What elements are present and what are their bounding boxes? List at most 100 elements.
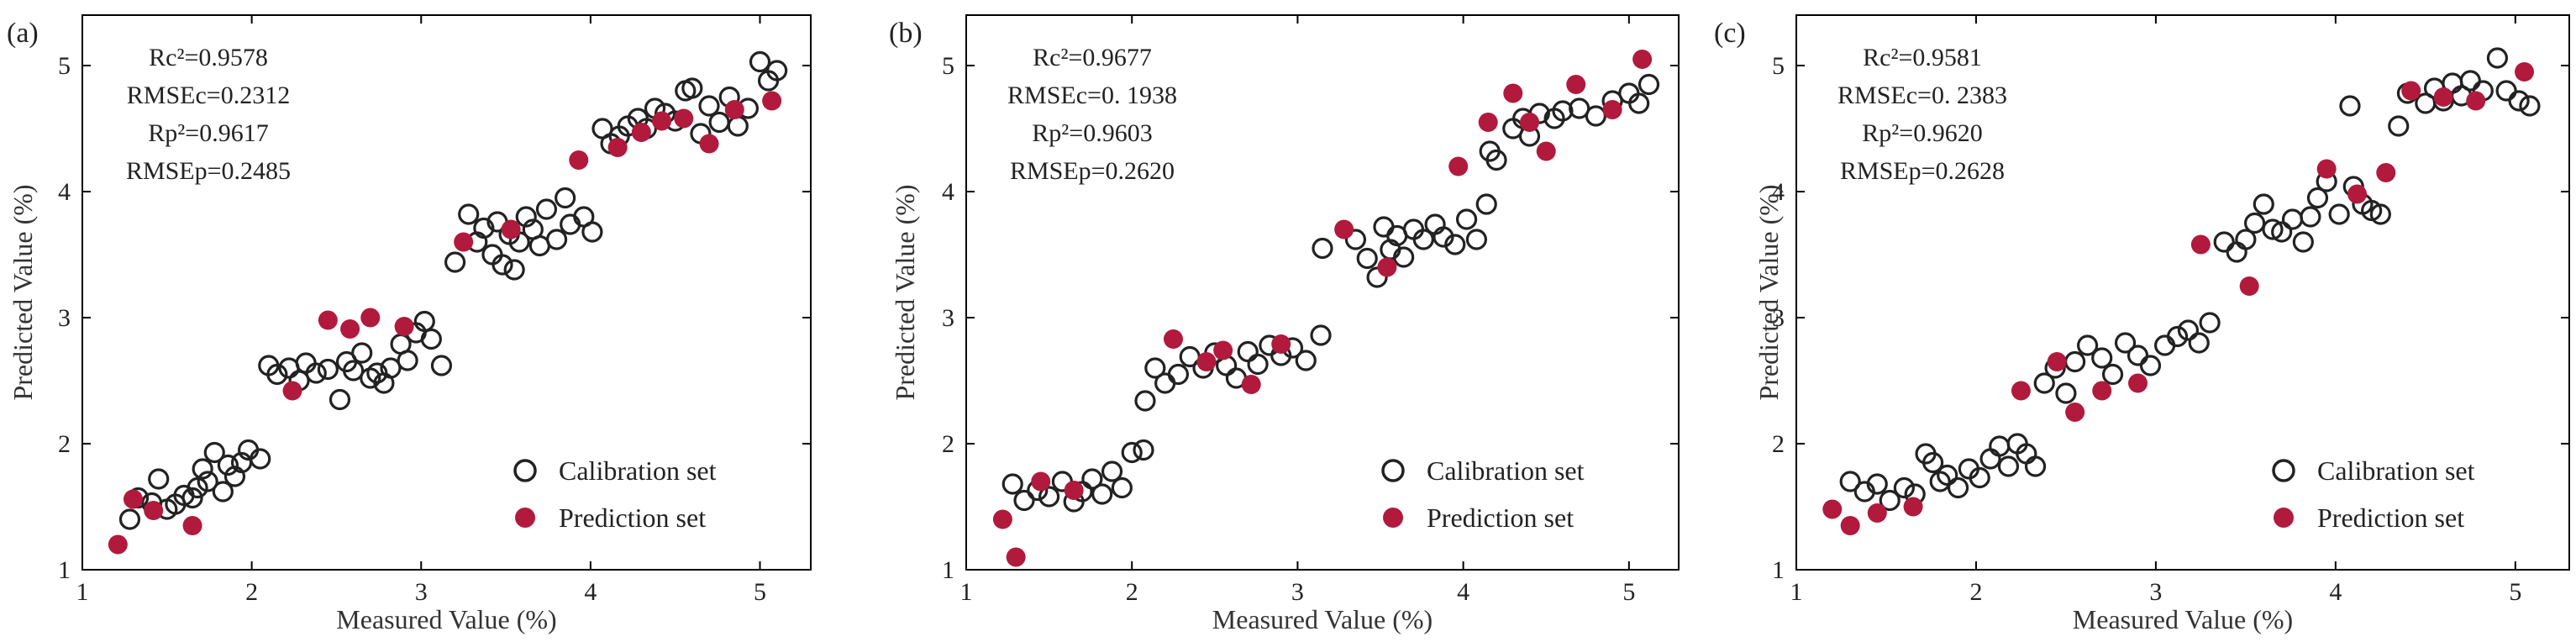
calibration-point xyxy=(1979,448,2001,470)
prediction-point xyxy=(123,489,143,509)
calibration-point xyxy=(2508,90,2530,112)
prediction-point xyxy=(2092,381,2112,401)
prediction-point xyxy=(394,317,414,336)
prediction-point xyxy=(569,150,589,170)
prediction-point xyxy=(282,381,302,401)
calibration-point xyxy=(1922,451,1944,474)
x-tick-label: 3 xyxy=(1291,578,1304,606)
prediction-point xyxy=(182,516,202,535)
calibration-point xyxy=(545,229,568,250)
calibration-point xyxy=(1237,340,1259,363)
calibration-point xyxy=(250,448,271,470)
calibration-point xyxy=(2339,95,2361,117)
calibration-point xyxy=(430,355,453,376)
prediction-point xyxy=(1822,499,1843,519)
stat-annotation: RMSEp=0.2620 xyxy=(1010,157,1175,185)
calibration-point xyxy=(2101,363,2124,386)
stat-annotation: Rc²=0.9578 xyxy=(149,44,268,71)
prediction-point xyxy=(144,501,164,520)
x-tick-label: 1 xyxy=(1790,578,1803,606)
x-tick-label: 4 xyxy=(1457,578,1469,606)
prediction-point xyxy=(1478,113,1498,132)
calibration-point xyxy=(2154,334,2176,356)
prediction-point xyxy=(1241,375,1261,394)
prediction-point xyxy=(2190,234,2211,255)
stat-annotation: Rp²=0.9603 xyxy=(1032,119,1152,147)
calibration-point xyxy=(1001,473,1023,495)
plot-frame xyxy=(965,14,1680,571)
calibration-point xyxy=(698,95,720,117)
x-tick-label: 1 xyxy=(76,578,89,606)
legend-prediction-label: Prediction set xyxy=(559,503,706,533)
panel-a: (a) 1 2 3 4 5 1 2 3 4 5 Measured Value (%) Predicted… xyxy=(7,14,812,634)
calibration-point xyxy=(1585,105,1606,127)
calibration-point xyxy=(2292,231,2314,253)
calibration-point xyxy=(1879,489,1900,512)
legend-prediction-marker xyxy=(515,508,535,528)
prediction-point xyxy=(1520,113,1540,132)
calibration-point xyxy=(2091,347,2113,369)
x-axis-label: Measured Value (%) xyxy=(336,604,556,634)
calibration-point xyxy=(473,217,495,239)
prediction-point xyxy=(2316,159,2337,179)
prediction-point xyxy=(2047,352,2067,371)
calibration-point xyxy=(1101,460,1123,482)
calibration-point xyxy=(1997,455,2020,477)
calibration-point xyxy=(1893,476,1915,499)
calibration-point xyxy=(1465,229,1488,250)
y-tick-label: 4 xyxy=(1772,178,1785,206)
calibration-point xyxy=(1121,441,1143,464)
prediction-point xyxy=(607,138,628,157)
y-tick-label: 5 xyxy=(58,52,71,80)
calibration-point xyxy=(1133,439,1154,461)
y-axis-label: Predicted Value (%) xyxy=(1753,184,1784,400)
calibration-point xyxy=(1356,247,1378,270)
calibration-point xyxy=(1312,237,1333,260)
prediction-point xyxy=(501,219,521,239)
calibration-point xyxy=(481,244,503,266)
stat-annotation: RMSEp=0.2628 xyxy=(1840,157,2005,185)
prediction-point xyxy=(454,232,474,252)
prediction-point xyxy=(1602,100,1622,119)
x-axis-label: Measured Value (%) xyxy=(2073,604,2293,634)
calibration-point xyxy=(1628,92,1650,114)
calibration-point xyxy=(148,468,170,490)
prediction-point xyxy=(1006,547,1026,567)
prediction-point xyxy=(1196,352,1217,371)
panel-b: (b) 1 2 3 4 5 1 2 3 4 5 Measured Value (%) Predicted… xyxy=(889,14,1680,634)
calibration-point xyxy=(2177,319,2200,341)
calibration-point xyxy=(681,77,703,99)
calibration-point xyxy=(413,310,435,333)
prediction-point xyxy=(1164,329,1184,349)
stat-annotation: RMSEc=0. 2383 xyxy=(1837,82,2007,109)
calibration-point xyxy=(1485,149,1507,171)
calibration-point xyxy=(343,360,365,382)
x-tick-label: 4 xyxy=(2329,578,2342,606)
calibration-point xyxy=(2253,193,2274,215)
prediction-point xyxy=(1271,334,1291,354)
calibration-point xyxy=(2271,221,2293,243)
prediction-point xyxy=(2065,403,2085,422)
y-tick-label: 3 xyxy=(942,304,954,332)
calibration-point xyxy=(212,481,234,503)
x-tick-label: 4 xyxy=(584,578,597,606)
x-axis-label: Measured Value (%) xyxy=(1212,604,1433,634)
calibration-point xyxy=(1247,353,1269,376)
y-tick-label: 1 xyxy=(942,556,954,584)
calibration-point xyxy=(351,342,373,364)
prediction-point xyxy=(1536,141,1556,161)
prediction-point xyxy=(2128,373,2148,393)
calibration-point xyxy=(305,362,327,384)
x-tick-label: 5 xyxy=(1622,578,1635,606)
calibration-point xyxy=(2114,332,2137,354)
legend-calibration-marker xyxy=(513,459,537,482)
calibration-point xyxy=(2064,350,2086,373)
calibration-point xyxy=(197,471,218,492)
calibration-point xyxy=(2495,80,2517,102)
calibration-point xyxy=(1989,435,2011,457)
calibration-point xyxy=(1366,266,1388,288)
calibration-point xyxy=(1412,229,1434,250)
calibration-point xyxy=(458,203,480,225)
prediction-point xyxy=(1566,75,1586,94)
calibration-point xyxy=(1344,229,1367,250)
